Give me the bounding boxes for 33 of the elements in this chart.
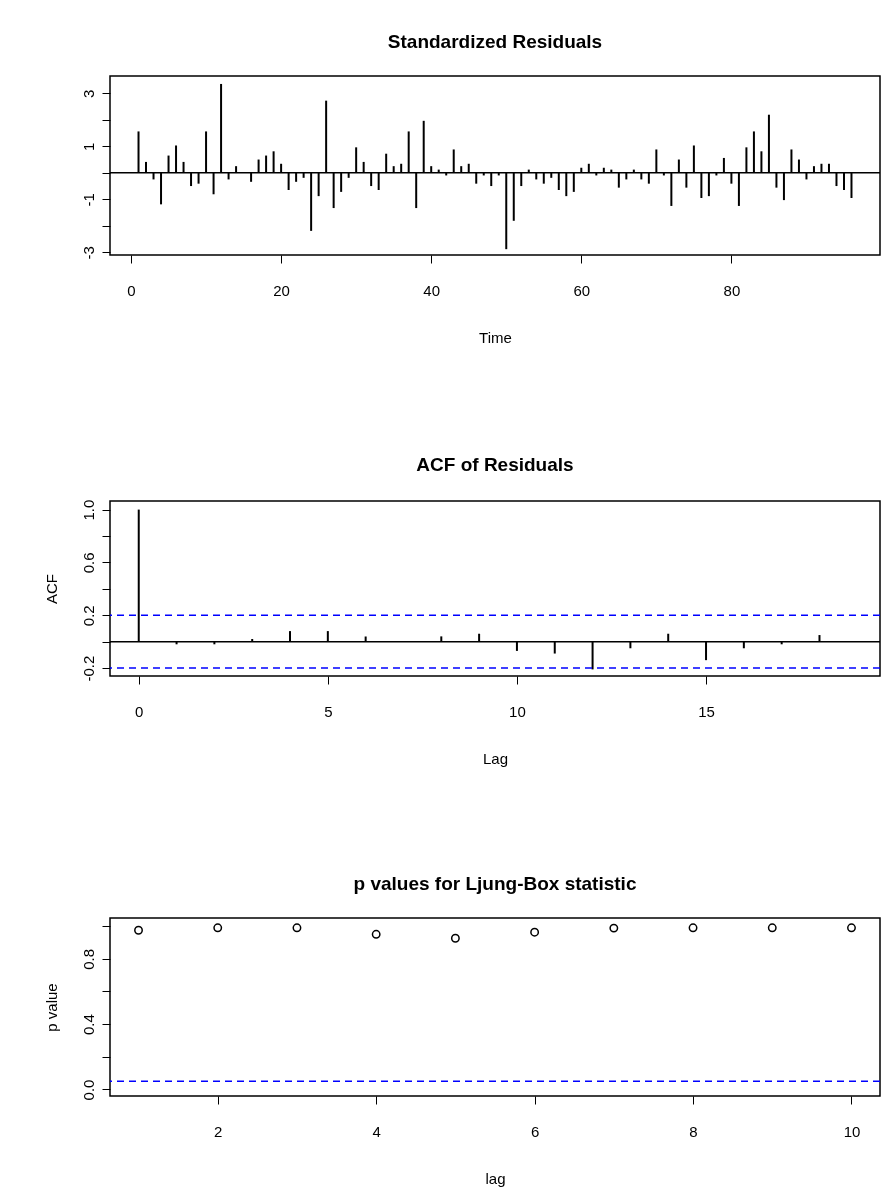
x-tick-label: 0 (135, 702, 144, 720)
y-tick-label: 1.0 (79, 499, 97, 521)
x-tick-label: 4 (372, 1122, 381, 1140)
x-tick-label: 6 (530, 1122, 540, 1140)
y-tick-label: 3 (79, 89, 97, 98)
x-tick-label: 0 (127, 281, 136, 299)
x-tick-label: 5 (324, 702, 333, 720)
y-tick-label: 0.0 (79, 1079, 97, 1101)
x-tick-label: 10 (843, 1122, 861, 1140)
x-tick-label: 60 (573, 281, 591, 299)
x-tick-label: 15 (698, 702, 715, 720)
y-axis-title: ACF (42, 574, 60, 604)
y-axis-title: p value (42, 983, 60, 1032)
chart-title: ACF of Residuals (416, 454, 574, 476)
x-tick-label: 2 (214, 1122, 223, 1140)
chart-title: p values for Ljung-Box statistic (353, 873, 637, 894)
x-tick-label: 8 (689, 1122, 698, 1140)
x-tick-label: 10 (509, 702, 526, 720)
x-axis-title: Lag (482, 749, 509, 767)
y-tick-label: 1 (79, 142, 97, 151)
x-tick-label: 20 (273, 281, 290, 299)
y-tick-label: 0.6 (79, 552, 97, 574)
x-axis-title: Time (479, 328, 512, 346)
y-tick-label: -0.2 (79, 655, 97, 682)
y-tick-label: 0.2 (79, 605, 97, 627)
x-tick-label: 40 (423, 281, 441, 299)
y-tick-label: 0.4 (79, 1014, 97, 1036)
x-tick-label: 80 (723, 281, 741, 299)
y-tick-label: 0.8 (79, 948, 97, 970)
x-axis-title: lag (485, 1169, 506, 1187)
chart-title: Standardized Residuals (387, 31, 603, 52)
y-tick-label: -1 (79, 193, 97, 207)
y-tick-label: -3 (79, 246, 97, 260)
